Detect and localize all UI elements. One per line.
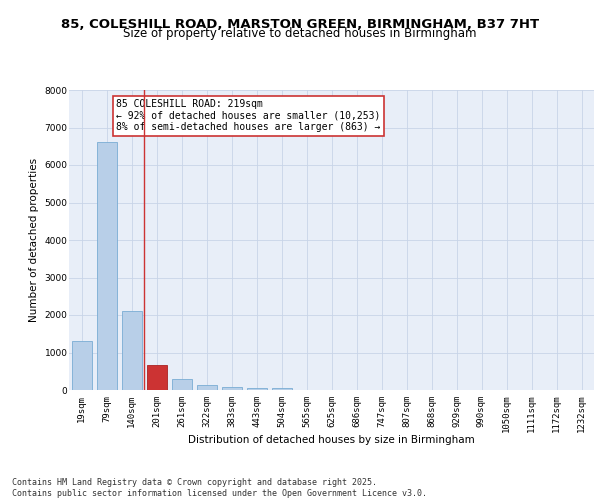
Bar [97, 142, 116, 390]
Bar [221, 386, 241, 390]
Text: Size of property relative to detached houses in Birmingham: Size of property relative to detached ho… [123, 28, 477, 40]
Bar [121, 311, 142, 390]
X-axis label: Distribution of detached houses by size in Birmingham: Distribution of detached houses by size … [188, 436, 475, 446]
Y-axis label: Number of detached properties: Number of detached properties [29, 158, 39, 322]
Bar [71, 340, 91, 390]
Bar [172, 379, 191, 390]
Bar [271, 388, 292, 390]
Bar [146, 365, 167, 390]
Bar [197, 385, 217, 390]
Text: 85, COLESHILL ROAD, MARSTON GREEN, BIRMINGHAM, B37 7HT: 85, COLESHILL ROAD, MARSTON GREEN, BIRMI… [61, 18, 539, 30]
Bar [247, 388, 266, 390]
Text: 85 COLESHILL ROAD: 219sqm
← 92% of detached houses are smaller (10,253)
8% of se: 85 COLESHILL ROAD: 219sqm ← 92% of detac… [116, 99, 380, 132]
Text: Contains HM Land Registry data © Crown copyright and database right 2025.
Contai: Contains HM Land Registry data © Crown c… [12, 478, 427, 498]
